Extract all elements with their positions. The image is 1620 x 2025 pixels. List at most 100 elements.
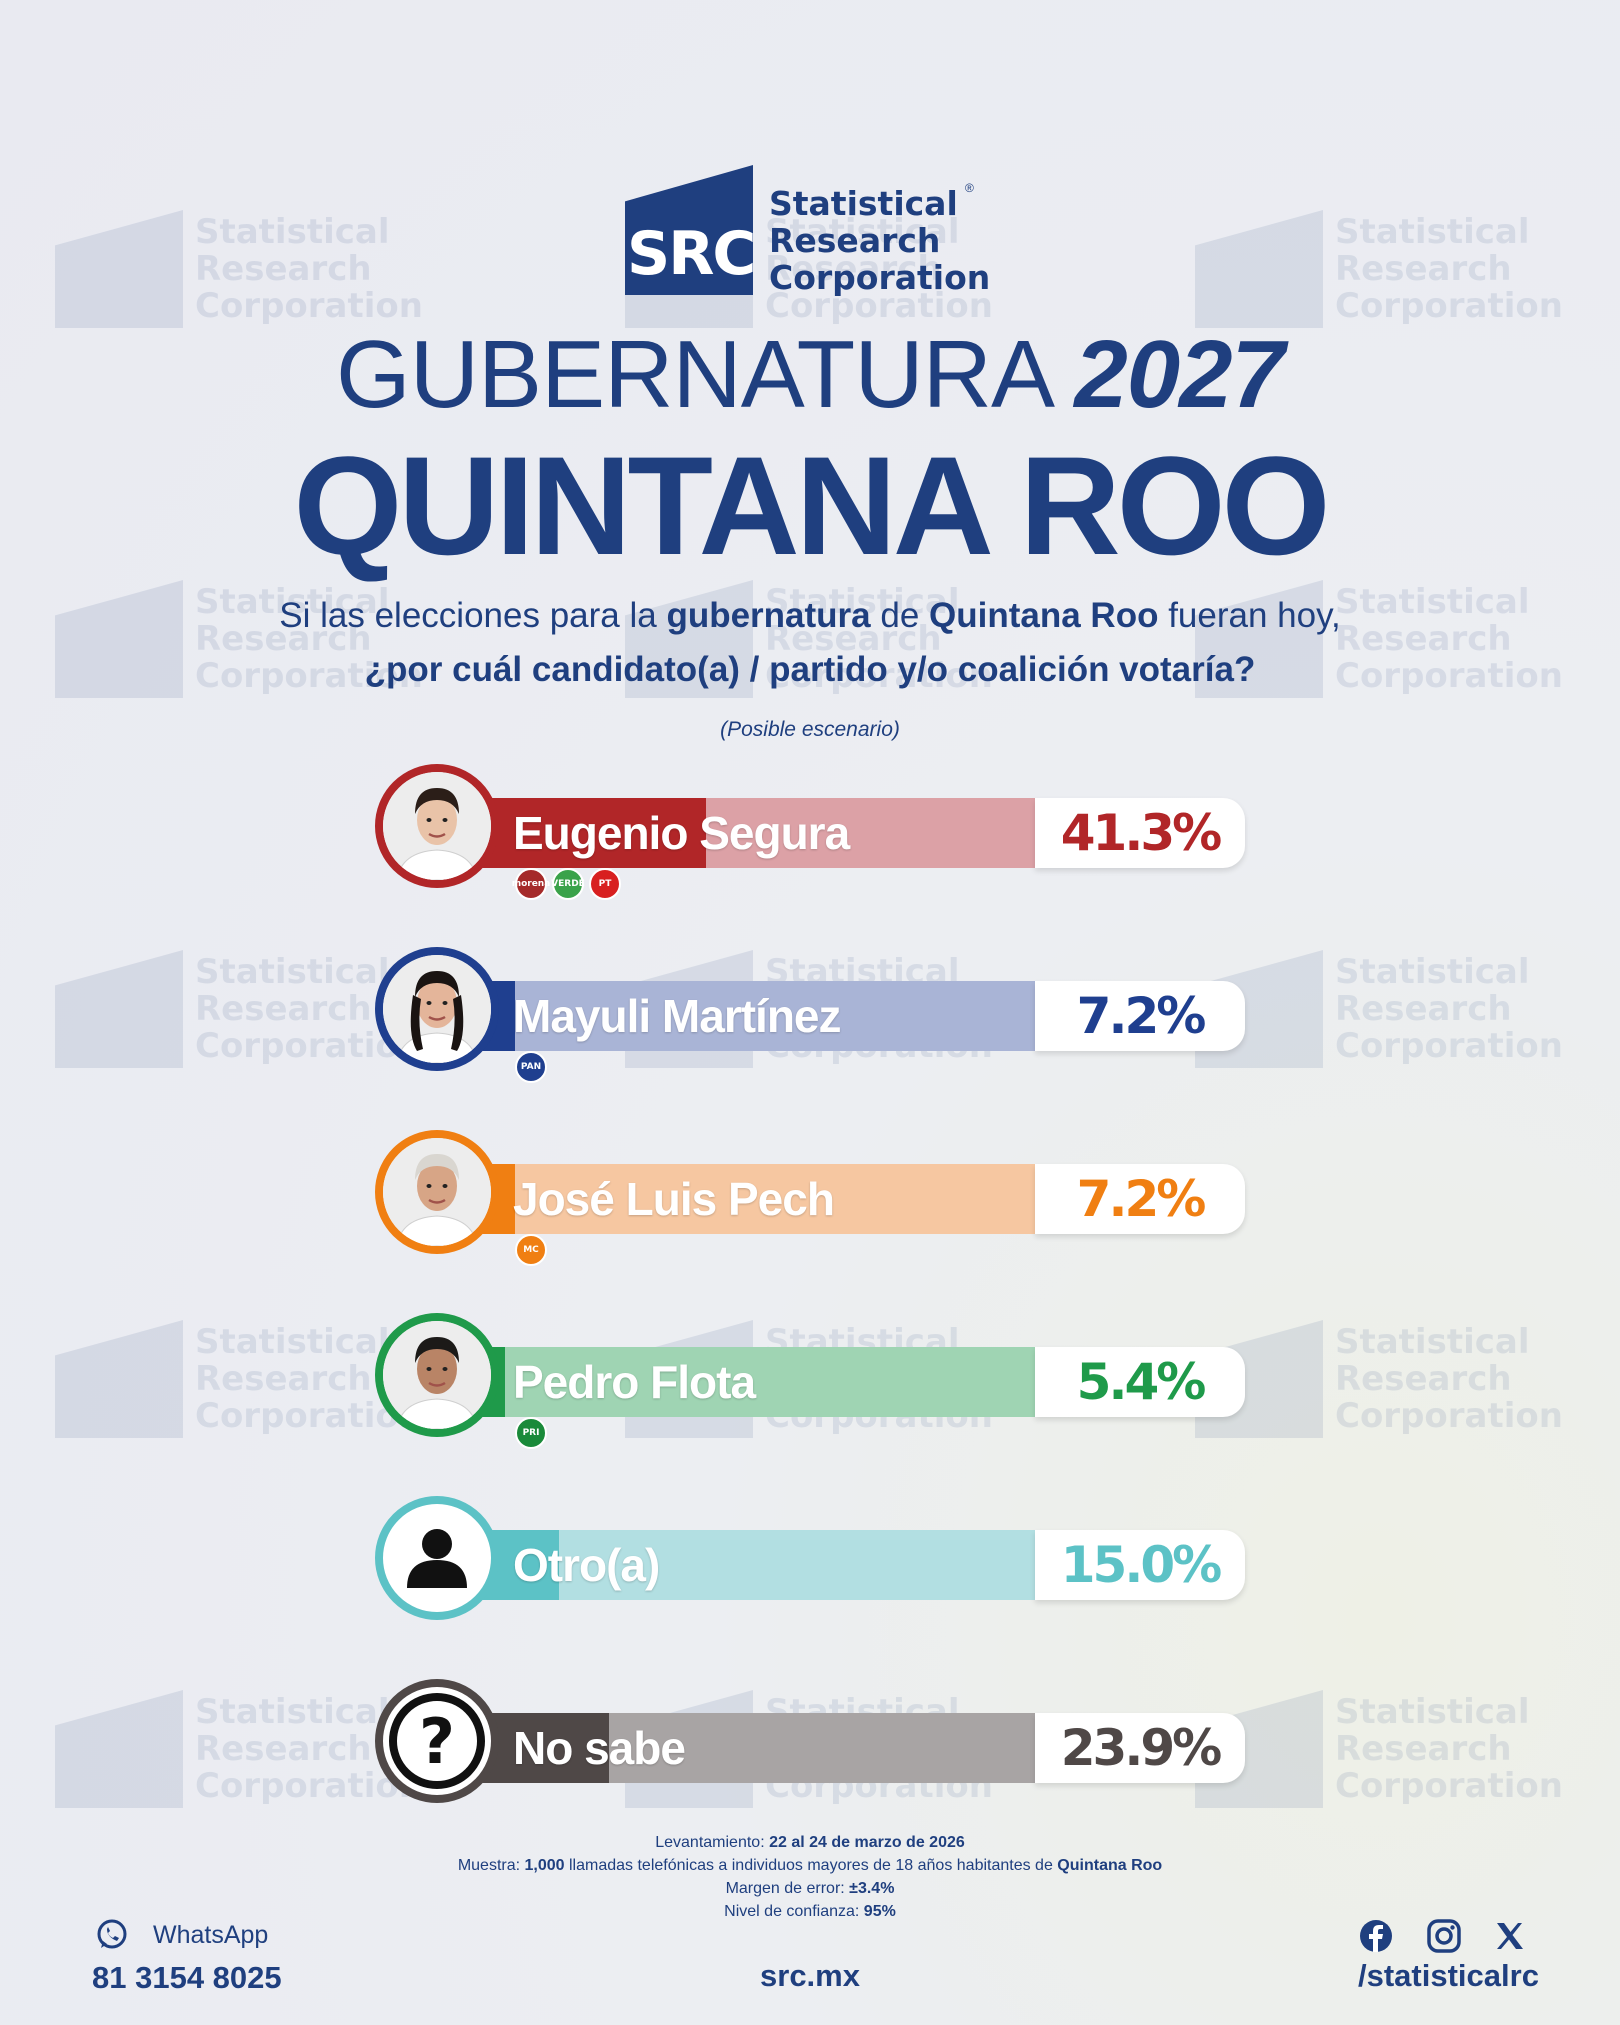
bar-row: No sabe 23.9%? [375, 1677, 1245, 1803]
watermark-mark [55, 210, 183, 328]
error-label: Margen de error: [725, 1880, 850, 1897]
social-handle[interactable]: /statisticalrc [1358, 1958, 1539, 1993]
bar-label: Eugenio Segura [513, 807, 850, 859]
bar-label: Otro(a) [513, 1539, 660, 1591]
question-part-3: fueran hoy, [1158, 596, 1341, 635]
title-gubernatura: GUBERNATURA 2027 [0, 320, 1620, 430]
question-icon: ? [389, 1693, 485, 1789]
logo-line-2: Research [769, 221, 941, 260]
bar-value: 7.2% [1035, 1164, 1245, 1234]
avatar [375, 1313, 499, 1437]
sample-label: Muestra: [457, 1857, 525, 1874]
question-bold-2: Quintana Roo [929, 596, 1159, 635]
bar-value: 7.2% [1035, 981, 1245, 1051]
bar-row: Mayuli Martínez 7.2% PAN [375, 945, 1245, 1083]
sample-place: Quintana Roo [1057, 1857, 1163, 1874]
facebook-icon[interactable] [1358, 1918, 1394, 1954]
whatsapp-label: WhatsApp [153, 1921, 269, 1949]
title-state: QUINTANA ROO [293, 427, 1330, 584]
bar-label: Pedro Flota [513, 1356, 756, 1408]
x-icon[interactable] [1494, 1920, 1526, 1952]
bar-label: Mayuli Martínez [513, 990, 842, 1042]
logo-line-1: Statistical [769, 184, 958, 223]
bar-value: 5.4% [1035, 1347, 1245, 1417]
fieldwork-value: 22 al 24 de marzo de 2026 [769, 1834, 965, 1851]
confidence-note: Nivel de confianza: 95% [0, 1903, 1620, 1921]
party-badge: MC [515, 1234, 547, 1266]
error-value: ±3.4% [849, 1880, 895, 1897]
party-badge: morena [512, 868, 550, 900]
fieldwork-label: Levantamiento: [655, 1834, 770, 1851]
bar-row: Otro(a) 15.0% [375, 1494, 1245, 1620]
candidate-photo [383, 1321, 491, 1429]
svg-text:?: ? [419, 1705, 455, 1778]
party-badge: PT [589, 868, 621, 900]
bar-track [475, 1164, 1035, 1234]
sample-size: 1,000 [524, 1857, 565, 1874]
title-text: GUBERNATURA [336, 321, 1050, 428]
person-icon [407, 1529, 467, 1588]
bar-value: 23.9% [1035, 1713, 1245, 1783]
whatsapp-icon [97, 1919, 127, 1949]
watermark-mark [1195, 210, 1323, 328]
question-part-2: de [870, 596, 930, 635]
watermark-mark [55, 1690, 183, 1808]
registered-mark: ® [965, 181, 974, 195]
bar-track [475, 1530, 1035, 1600]
bar-track [475, 1347, 1035, 1417]
party-badge: PRI [515, 1417, 547, 1449]
instagram-icon[interactable] [1426, 1918, 1462, 1954]
scenario-note: (Posible escenario) [720, 718, 900, 741]
sample-note: Muestra: 1,000 llamadas telefónicas a in… [0, 1857, 1620, 1875]
candidate-photo [383, 1138, 491, 1246]
whatsapp-number[interactable]: 81 3154 8025 [92, 1960, 282, 1995]
confidence-label: Nivel de confianza: [724, 1903, 864, 1920]
title-year: 2027 [1074, 321, 1285, 428]
bar-fill [475, 798, 707, 868]
bar-value: 41.3% [1035, 798, 1245, 868]
error-note: Margen de error: ±3.4% [0, 1880, 1620, 1898]
bar-row: José Luis Pech 7.2% MC [375, 1128, 1245, 1266]
logo-wordmark: Statistical Research Corporation [769, 185, 990, 296]
sample-text: llamadas telefónicas a individuos mayore… [564, 1857, 1058, 1874]
avatar [375, 1130, 499, 1254]
avatar: ? [375, 1679, 499, 1803]
logo-mark-text: SRC [627, 219, 756, 289]
question-line-2: ¿por cuál candidato(a) / partido y/o coa… [364, 650, 1256, 689]
watermark-mark [55, 950, 183, 1068]
bar-value: 15.0% [1035, 1530, 1245, 1600]
question-part-1: Si las elecciones para la [279, 596, 667, 635]
avatar [375, 1496, 499, 1620]
avatar [375, 764, 499, 888]
candidate-photo [383, 772, 491, 880]
bar-row: Pedro Flota 5.4% PRI [375, 1311, 1245, 1449]
question-line-1: Si las elecciones para la gubernatura de… [0, 596, 1620, 636]
avatar [375, 947, 499, 1071]
bar-label: José Luis Pech [513, 1173, 835, 1225]
candidate-photo [383, 955, 491, 1063]
question-bold-1: gubernatura [666, 596, 871, 635]
src-logo: SRC Statistical Research Corporation ® [625, 165, 1005, 305]
watermark-mark [55, 1320, 183, 1438]
logo-line-3: Corporation [769, 258, 991, 297]
fieldwork-note: Levantamiento: 22 al 24 de marzo de 2026 [0, 1834, 1620, 1852]
website-link[interactable]: src.mx [760, 1958, 860, 1993]
confidence-value: 95% [863, 1903, 896, 1920]
